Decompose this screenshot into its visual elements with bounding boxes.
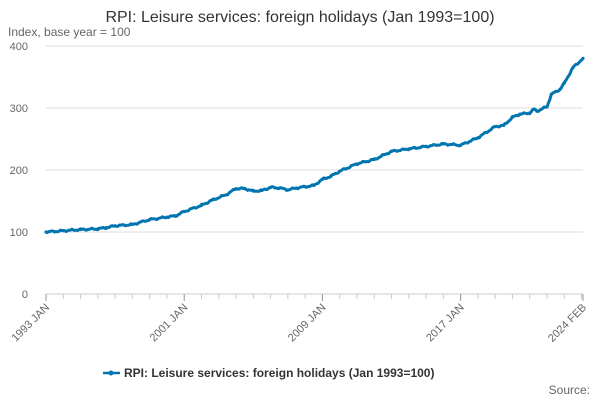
y-tick-label: 400 — [10, 41, 28, 53]
x-tick-label: 2017 JAN — [424, 302, 467, 345]
gridlines — [46, 45, 583, 233]
legend-swatch-dot — [108, 370, 114, 376]
x-tick-label: 2001 JAN — [148, 302, 191, 345]
data-point[interactable] — [518, 112, 522, 116]
series-line[interactable] — [45, 57, 585, 235]
chart-title: RPI: Leisure services: foreign holidays … — [105, 9, 494, 26]
data-point[interactable] — [510, 115, 515, 119]
source-label: Source: — [549, 383, 590, 397]
x-axis: 1993 JAN 2001 JAN 2009 JAN 2017 JAN 2024 FEB — [9, 293, 589, 345]
data-point[interactable] — [493, 125, 497, 129]
legend-label: RPI: Leisure services: foreign holidays … — [124, 366, 434, 380]
data-point[interactable] — [355, 162, 359, 166]
data-point[interactable] — [389, 149, 394, 153]
series-group — [44, 56, 585, 235]
data-point[interactable] — [528, 111, 532, 115]
data-point[interactable] — [243, 187, 247, 191]
data-point[interactable] — [130, 222, 134, 227]
data-point[interactable] — [424, 144, 428, 149]
y-tick-label: 300 — [10, 103, 28, 115]
data-point[interactable] — [571, 66, 575, 70]
y-tick-label: 0 — [22, 289, 28, 301]
data-point[interactable] — [251, 189, 255, 193]
data-point[interactable] — [113, 224, 117, 228]
data-point[interactable] — [182, 209, 186, 214]
data-point[interactable] — [224, 193, 228, 197]
x-tick-label: 1993 JAN — [9, 302, 52, 345]
y-tick-label: 100 — [10, 227, 28, 239]
data-point[interactable] — [459, 143, 463, 147]
data-point[interactable] — [211, 198, 215, 202]
data-point[interactable] — [502, 123, 506, 127]
data-point[interactable] — [268, 185, 273, 189]
data-point[interactable] — [303, 185, 307, 189]
data-point[interactable] — [338, 169, 342, 173]
data-point[interactable] — [294, 186, 299, 190]
y-tick-label: 200 — [10, 165, 28, 177]
y-axis-label: Index, base year = 100 — [8, 25, 131, 39]
legend[interactable]: RPI: Leisure services: foreign holidays … — [103, 366, 434, 380]
data-point[interactable] — [173, 214, 178, 218]
data-point[interactable] — [545, 105, 549, 109]
data-point[interactable] — [260, 188, 264, 193]
data-point[interactable] — [96, 227, 100, 231]
data-point[interactable] — [549, 92, 553, 96]
x-tick-label: 2009 JAN — [286, 302, 329, 345]
data-point[interactable] — [535, 109, 539, 113]
data-point[interactable] — [532, 107, 536, 111]
data-point[interactable] — [441, 142, 445, 146]
data-point[interactable] — [104, 226, 109, 230]
data-point[interactable] — [61, 229, 65, 233]
data-point[interactable] — [44, 230, 48, 234]
data-point[interactable] — [312, 183, 316, 188]
x-tick-label: 2024 FEB — [546, 302, 589, 345]
data-point[interactable] — [320, 177, 325, 181]
data-point[interactable] — [476, 136, 480, 140]
data-point[interactable] — [407, 147, 411, 151]
data-point[interactable] — [558, 87, 562, 91]
data-point[interactable] — [234, 187, 238, 191]
data-point[interactable] — [78, 227, 83, 232]
data-point[interactable] — [165, 215, 169, 219]
data-point[interactable] — [277, 186, 281, 190]
data-point[interactable] — [329, 174, 333, 178]
data-point[interactable] — [199, 203, 204, 207]
data-point[interactable] — [286, 188, 290, 192]
data-point[interactable] — [581, 56, 585, 61]
y-axis-ticks: 0 100 200 300 400 — [10, 41, 28, 301]
data-point[interactable] — [148, 218, 152, 222]
data-point[interactable] — [562, 81, 566, 85]
data-point[interactable] — [372, 157, 376, 162]
